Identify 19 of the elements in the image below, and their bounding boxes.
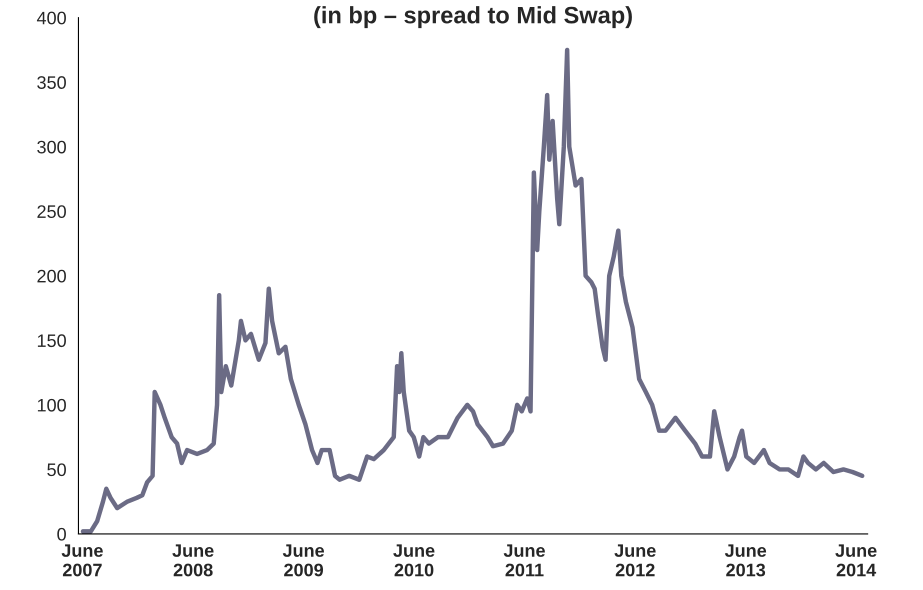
x-tick-label: June 2012: [614, 544, 656, 576]
y-tick-label: 300: [37, 140, 66, 154]
x-tick-label: June 2010: [393, 544, 434, 576]
x-tick-label: June 2007: [62, 544, 103, 576]
y-tick-label: 400: [36, 12, 66, 24]
y-tick-label: 100: [38, 398, 66, 412]
y-tick-label: 150: [38, 334, 66, 348]
line-series: [80, 48, 864, 534]
x-tick-label: June 2008: [172, 544, 214, 576]
chart-title: (in bp – spread to Mid Swap): [314, 6, 632, 28]
y-tick-label: 50: [47, 463, 66, 476]
y-tick-label: 350: [37, 76, 66, 89]
y-tick-label: 200: [37, 270, 66, 283]
x-tick-label: June 2014: [835, 544, 877, 576]
x-tick-label: June 2011: [504, 544, 545, 576]
x-tick-label: June 2013: [724, 544, 766, 576]
y-tick-label: 0: [57, 528, 66, 541]
x-tick-label: June 2009: [282, 544, 324, 576]
y-tick-label: 250: [37, 205, 66, 218]
